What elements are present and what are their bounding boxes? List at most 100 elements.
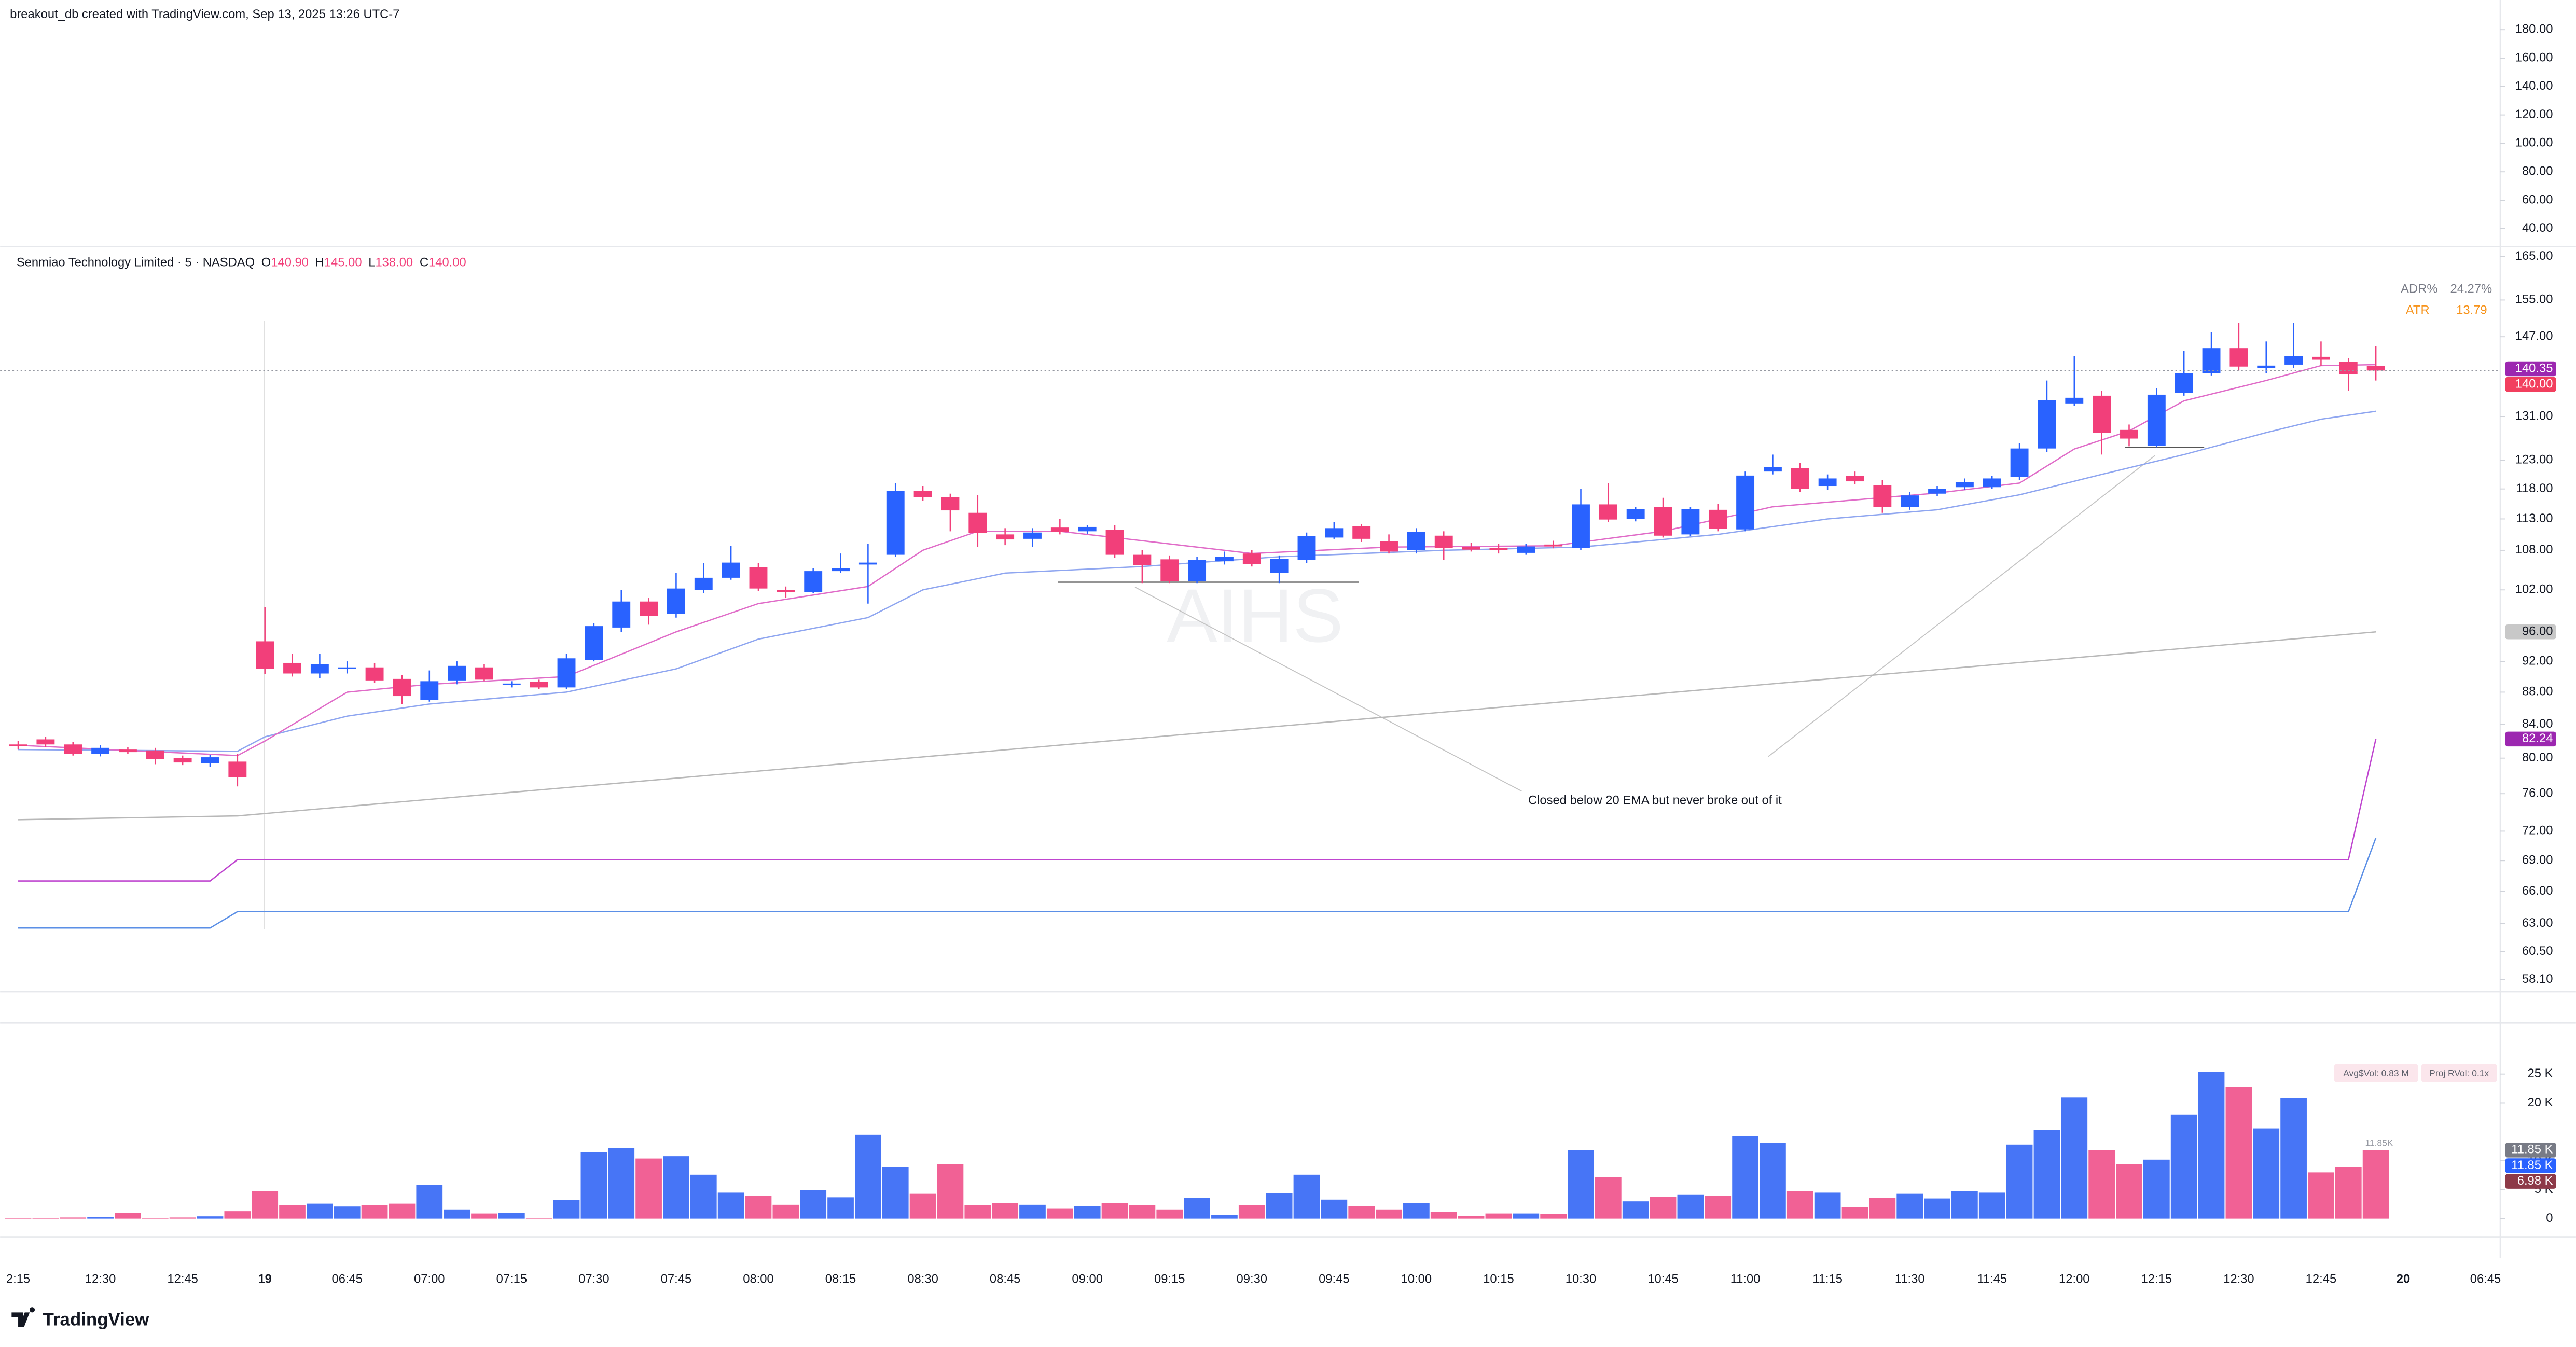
legend: Senmiao Technology Limited · 5 · NASDAQ O… — [17, 256, 466, 270]
candle-body — [2147, 394, 2166, 446]
volume-bar — [1293, 1174, 1320, 1219]
candle-body — [1462, 547, 1480, 550]
candle-body — [1928, 489, 1946, 494]
candle-body — [2284, 356, 2303, 365]
candle-body — [2339, 362, 2358, 375]
y-tick-label: 147.00 — [2515, 329, 2553, 343]
adr-value: 24.27% — [2450, 282, 2492, 296]
volume-bar — [1046, 1208, 1073, 1219]
candle-body — [804, 571, 823, 592]
y-tick-label: 58.10 — [2522, 972, 2553, 986]
volume-bar — [1458, 1216, 1485, 1219]
volume-bar — [1321, 1199, 1348, 1219]
legend-value: 145.00 — [324, 256, 362, 270]
volume-bar — [2225, 1087, 2252, 1219]
price-badge — [2505, 1143, 2556, 1158]
x-tick-label: 10:15 — [1483, 1272, 1514, 1286]
y-tick-label: 20 K — [2528, 1095, 2553, 1109]
x-tick-label: 19 — [258, 1272, 271, 1286]
volume-bar — [690, 1174, 717, 1219]
candle-body — [1297, 536, 1316, 560]
logo-icon — [11, 1307, 35, 1327]
x-tick-label: 20 — [2397, 1272, 2410, 1286]
candle-body — [448, 665, 466, 681]
y-tick-label: 0 — [2546, 1211, 2553, 1225]
volume-bar — [2143, 1159, 2170, 1219]
y-tick-label: 25 K — [2528, 1066, 2553, 1080]
candle-body — [2038, 400, 2056, 449]
x-tick-label: 10:30 — [1566, 1272, 1596, 1286]
indicator-line — [18, 631, 2376, 821]
candle-body — [1736, 475, 1755, 530]
candle-body — [1544, 544, 1563, 547]
price-badge-label: 140.35 — [2515, 361, 2553, 375]
volume-bar — [608, 1148, 635, 1219]
volume-bar — [772, 1204, 799, 1219]
legend-key: L — [368, 256, 375, 270]
volume-bar — [1677, 1194, 1704, 1219]
watermark: AIHS — [1167, 573, 1343, 658]
proj-rvol: Proj RVol: 0.1x — [2429, 1068, 2489, 1078]
candle-body — [475, 667, 493, 680]
volume-bar — [2362, 1150, 2389, 1219]
volume-bar — [663, 1156, 689, 1219]
y-tick-label: 180.00 — [2515, 22, 2553, 36]
y-tick-label: 84.00 — [2522, 717, 2553, 731]
price-badge — [2505, 731, 2556, 747]
x-tick-label: 10:45 — [1647, 1272, 1678, 1286]
volume-bar — [444, 1209, 470, 1219]
volume-bar — [1074, 1206, 1101, 1219]
candle-body — [1188, 560, 1207, 581]
x-tick-label: 08:00 — [743, 1272, 773, 1286]
candle-body — [1105, 530, 1124, 555]
candle-body — [1572, 504, 1590, 548]
volume-bar — [2308, 1172, 2334, 1219]
candle-body — [968, 512, 987, 533]
x-tick-label: 06:45 — [331, 1272, 362, 1286]
y-tick-label: 92.00 — [2522, 654, 2553, 668]
y-tick-label: 108.00 — [2515, 543, 2553, 557]
volume-bar — [1978, 1192, 2005, 1219]
candle-body — [557, 658, 576, 688]
volume-bar — [2198, 1072, 2225, 1219]
volume-bar — [142, 1218, 169, 1219]
candle-body — [228, 761, 247, 777]
volume-value-label: 11.85K — [2365, 1137, 2393, 1148]
price-badge — [2505, 1158, 2556, 1173]
volume-bar — [1348, 1206, 1375, 1219]
candle-body — [1133, 554, 1152, 565]
volume-bar — [1513, 1213, 1540, 1219]
x-tick-label: 07:30 — [578, 1272, 609, 1286]
volume-bar — [964, 1205, 991, 1219]
candle-body — [1489, 547, 1508, 550]
price-badge — [2505, 1174, 2556, 1189]
volume-bar — [635, 1158, 662, 1219]
candle-body — [393, 678, 411, 697]
candle-body — [2311, 356, 2330, 360]
candle-body — [913, 491, 932, 497]
volume-bar — [471, 1213, 497, 1219]
x-tick-label: 12:30 — [2223, 1272, 2254, 1286]
credit: breakout_db created with TradingView.com… — [10, 7, 399, 21]
candle-body — [2366, 366, 2385, 371]
candle-body — [1380, 541, 1398, 552]
volume-bar — [32, 1218, 59, 1219]
marks: 165.00 155.00 147.00 131.00 123.00 118.00 113.… — [0, 22, 2556, 1286]
annotation: Closed below 20 EMA but never broke out … — [1528, 794, 1782, 808]
candle-body — [1517, 546, 1535, 553]
volume-bar — [115, 1213, 141, 1219]
candle-body — [310, 664, 329, 674]
volume-bar — [60, 1217, 87, 1219]
y-tick-label: 118.00 — [2516, 481, 2553, 495]
candle-body — [2257, 365, 2276, 368]
x-tick-label: 08:45 — [990, 1272, 1020, 1286]
candle-body — [941, 497, 960, 511]
volume-bar — [937, 1164, 964, 1219]
candle-body — [338, 667, 356, 669]
price-badge-label: 11.85 K — [2511, 1143, 2553, 1157]
volume-bar — [1568, 1150, 1594, 1219]
y-tick-label: 160.00 — [2515, 50, 2553, 64]
price-badge-label: 11.85 K — [2511, 1158, 2553, 1172]
y-tick-label: 113.00 — [2516, 511, 2553, 525]
candle-body — [118, 749, 137, 753]
